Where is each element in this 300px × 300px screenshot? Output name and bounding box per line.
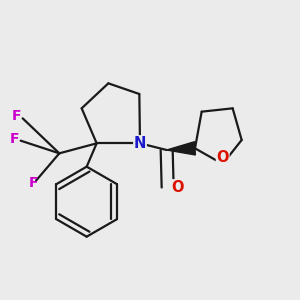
Text: F: F bbox=[12, 109, 21, 123]
Text: F: F bbox=[28, 176, 38, 190]
Text: O: O bbox=[171, 180, 183, 195]
Text: F: F bbox=[10, 132, 20, 146]
Polygon shape bbox=[167, 142, 195, 155]
Text: O: O bbox=[216, 150, 229, 165]
Text: N: N bbox=[134, 136, 146, 151]
